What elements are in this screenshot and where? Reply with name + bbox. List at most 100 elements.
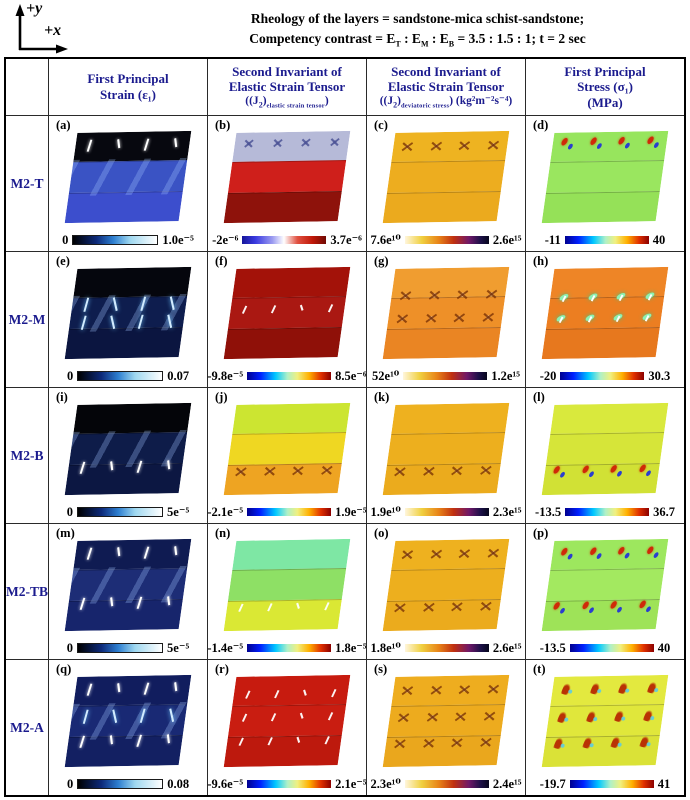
axis-arrows-icon	[15, 4, 68, 54]
panel-plot-area	[375, 260, 517, 365]
middle-layer	[545, 431, 665, 465]
crack-w-mark-icon	[162, 460, 176, 472]
x-hot-mark-icon	[486, 682, 501, 696]
colorbar-max-label: 1.8e⁻⁵	[335, 641, 367, 655]
colorbar-row: -19.7 41	[528, 776, 682, 792]
middle-layer	[227, 431, 347, 465]
figure-title-line1: Rheology of the layers = sandstone-mica …	[250, 11, 585, 26]
colorbar-row: -2.1e⁻⁵ 1.9e⁻⁵	[207, 504, 366, 520]
crack-w-mark-icon	[83, 139, 97, 151]
panel-cell-n: (n) -1.4e⁻⁵ 1.8e⁻⁵	[207, 524, 367, 659]
colormap-panel	[64, 674, 192, 767]
top-layer	[232, 402, 351, 434]
colorbar	[569, 780, 654, 788]
colorbar-row: 7.6e¹⁰ 2.6e¹⁵	[369, 232, 523, 248]
panel-cell-g: (g) 52e¹⁰ 1.2e¹⁵	[366, 252, 525, 387]
figure-row-m2-m: M2-M (e) 0 0.07 (f) -9.8e⁻⁵ 8.5e⁻⁶	[6, 251, 684, 387]
crack-w-mark-icon	[140, 546, 154, 558]
row-label-m2-t: M2-T	[10, 175, 44, 191]
crack-w-mark-icon	[133, 596, 147, 608]
colorbar	[247, 780, 332, 788]
crack-w-mark-icon	[111, 138, 125, 150]
panel-letter: (p)	[533, 526, 549, 540]
colorbar-min-label: -11	[544, 232, 561, 247]
colorbar	[565, 508, 650, 516]
panel-plot-area	[216, 668, 358, 773]
crack-c-mark-icon	[165, 708, 179, 720]
panel-cell-j: (j) -2.1e⁻⁵ 1.9e⁻⁵	[207, 388, 367, 523]
figure-table: First Principal Strain (ε₁) Second Invar…	[4, 57, 686, 797]
x-hot-mark-icon	[421, 736, 436, 749]
header-formula: ((J2)deviatoric stress) (kg²m⁻²s⁻⁴)	[379, 95, 513, 110]
butterfly-mark-icon	[560, 547, 574, 559]
panel-cell-l: (l) -13.5 36.7	[525, 388, 684, 523]
x-hot-mark-icon	[396, 711, 411, 724]
colorbar	[569, 644, 654, 652]
panel-plot-area	[534, 668, 676, 773]
colorbar-min-label: -19.7	[539, 776, 566, 791]
bottom-layer	[382, 190, 501, 223]
x-hot-mark-icon	[427, 288, 442, 301]
colormap-panel	[223, 538, 351, 631]
colorbar-row: -20 30.3	[528, 368, 682, 384]
colorbar-min-label: 2.3e¹⁰	[370, 777, 401, 791]
figure-title-line2: Competency contrast = ET : EM : EB = 3.5…	[249, 30, 586, 49]
colorbar-max-label: 2.4e¹⁵	[492, 776, 522, 791]
panel-cell-e: (e) 0 0.07	[48, 252, 207, 387]
middle-layer	[545, 567, 665, 601]
tick-w-mark-icon	[327, 687, 341, 699]
x-hot-mark-icon	[484, 287, 499, 300]
panel-letter: (g)	[374, 254, 389, 268]
row-label-m2-tb: M2-TB	[6, 583, 48, 599]
crack-w-mark-icon	[111, 682, 125, 694]
butterfly-mark-icon	[552, 465, 566, 477]
top-layer	[73, 266, 192, 298]
corner-cell	[6, 59, 48, 115]
bottom-layer	[541, 190, 660, 223]
colorbar	[77, 779, 164, 789]
x-hot-mark-icon	[425, 711, 440, 724]
column-header-first-principal-strain: First Principal Strain (ε₁)	[48, 59, 207, 115]
spot-g-mark-icon	[640, 311, 654, 323]
panel-plot-area	[216, 532, 358, 637]
colorbar-max-label: 8.5e⁻⁶	[335, 369, 367, 383]
x-hot-mark-icon	[479, 599, 493, 612]
panel-cell-c: (c) 7.6e¹⁰ 2.6e¹⁵	[366, 116, 525, 251]
colorbar	[77, 643, 164, 653]
x-hot-mark-icon	[486, 546, 501, 560]
header-formula: ((J2)elastic strain tensor)	[245, 95, 329, 110]
panel-letter: (m)	[56, 526, 75, 540]
flame-mark-icon	[552, 737, 566, 749]
panel-cell-m: (m) 0 5e⁻⁵	[48, 524, 207, 659]
colormap-panel	[541, 674, 669, 767]
crack-w-mark-icon	[104, 734, 118, 746]
middle-layer	[227, 567, 347, 601]
x-hot-mark-icon	[429, 139, 443, 153]
colorbar-min-label: -20	[539, 368, 557, 383]
panel-cell-k: (k) 1.9e¹⁰ 2.3e¹⁵	[366, 388, 525, 523]
crack-c-mark-icon	[108, 709, 122, 721]
colorbar	[247, 508, 332, 516]
butterfly-mark-icon	[560, 137, 574, 149]
colorbar-min-label: 0	[66, 504, 74, 519]
flame-mark-icon	[613, 711, 627, 723]
tick-w-mark-icon	[266, 303, 280, 315]
figure-title: Rheology of the layers = sandstone-mica …	[155, 9, 680, 50]
colormap-panel	[382, 130, 510, 223]
tick-w-mark-icon	[324, 302, 338, 314]
column-header-first-principal-stress: First Principal Stress (σ₁) (MPa)	[525, 59, 684, 115]
flame-mark-icon	[617, 682, 631, 694]
x-hot-mark-icon	[400, 684, 415, 697]
figure-row-m2-a: M2-A (q) 0 0.08 (r) -9.6e⁻⁵ 2.1e⁻⁵	[6, 659, 684, 795]
panel-cell-q: (q) 0 0.08	[48, 660, 207, 795]
x-hot-mark-icon	[457, 139, 472, 152]
colormap-panel	[223, 674, 351, 767]
colorbar-min-label: 0	[66, 640, 74, 655]
colorbar-row: 2.3e¹⁰ 2.4e¹⁵	[369, 776, 523, 792]
row-label-m2-b: M2-B	[10, 447, 44, 463]
tick-w-mark-icon	[263, 734, 277, 746]
axis-indicator: +y +x	[6, 0, 78, 58]
colorbar-max-label: 2.6e¹⁵	[492, 232, 522, 247]
x-cool-mark-icon	[270, 136, 285, 149]
